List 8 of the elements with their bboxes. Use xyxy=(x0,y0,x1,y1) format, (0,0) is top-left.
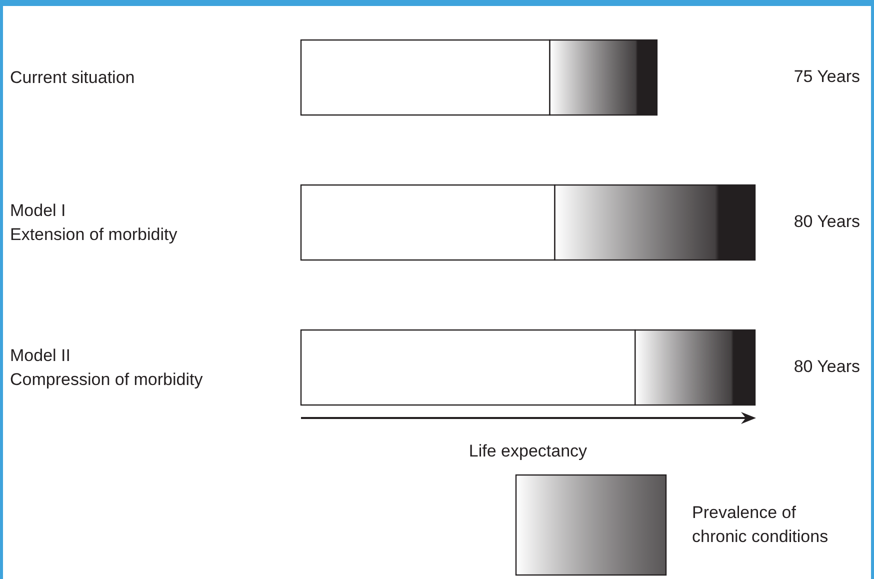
text: Prevalence of chronic conditions xyxy=(692,502,828,548)
x-axis-title: Life expectancy xyxy=(468,441,588,460)
y-tick-label: Model I Extension of morbidity xyxy=(10,200,178,246)
text: 80 Years xyxy=(794,356,860,376)
text: 75 Years xyxy=(794,66,860,86)
y-tick-label: Model II Compression of morbidity xyxy=(10,344,203,390)
y-tick-label: Current situation xyxy=(10,66,135,88)
text: 80 Years xyxy=(794,212,860,231)
